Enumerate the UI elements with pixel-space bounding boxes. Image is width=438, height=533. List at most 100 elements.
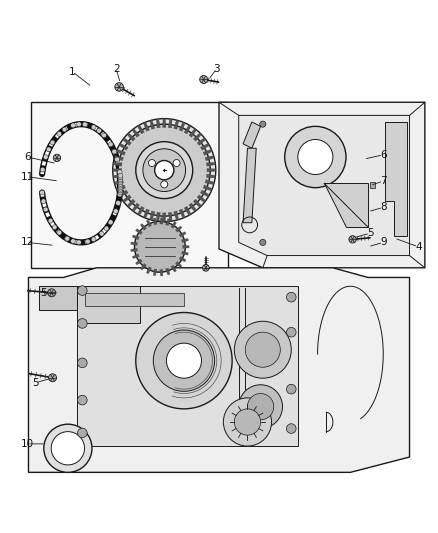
Circle shape xyxy=(285,126,346,188)
Circle shape xyxy=(247,393,274,420)
Circle shape xyxy=(118,178,123,183)
Text: 6: 6 xyxy=(380,150,387,160)
Polygon shape xyxy=(127,133,135,141)
Polygon shape xyxy=(141,263,146,270)
Circle shape xyxy=(57,230,62,235)
Polygon shape xyxy=(179,122,185,131)
Polygon shape xyxy=(189,128,197,138)
Circle shape xyxy=(78,395,87,405)
Polygon shape xyxy=(206,162,215,166)
Circle shape xyxy=(155,160,174,180)
Circle shape xyxy=(117,192,122,197)
Circle shape xyxy=(102,133,106,138)
Circle shape xyxy=(260,121,266,127)
Circle shape xyxy=(298,140,333,174)
Circle shape xyxy=(99,231,104,236)
Polygon shape xyxy=(146,220,152,227)
Polygon shape xyxy=(113,162,122,166)
Circle shape xyxy=(115,157,120,162)
Polygon shape xyxy=(150,120,155,130)
Polygon shape xyxy=(150,211,155,220)
Polygon shape xyxy=(171,222,177,228)
Circle shape xyxy=(136,142,193,199)
Polygon shape xyxy=(144,209,149,218)
Text: 11: 11 xyxy=(21,172,34,182)
Circle shape xyxy=(104,226,109,231)
Circle shape xyxy=(108,142,113,147)
Polygon shape xyxy=(160,217,163,224)
Circle shape xyxy=(77,122,81,127)
Polygon shape xyxy=(197,195,206,203)
Circle shape xyxy=(153,330,215,391)
Polygon shape xyxy=(166,219,170,225)
Polygon shape xyxy=(132,128,140,138)
Polygon shape xyxy=(123,195,131,203)
Text: 5: 5 xyxy=(32,377,39,387)
Circle shape xyxy=(78,358,87,368)
Circle shape xyxy=(118,124,210,216)
Circle shape xyxy=(78,286,87,295)
Polygon shape xyxy=(132,235,139,240)
Text: 3: 3 xyxy=(213,63,220,74)
Circle shape xyxy=(108,220,113,224)
Circle shape xyxy=(202,264,209,271)
Circle shape xyxy=(118,187,123,191)
Polygon shape xyxy=(184,125,191,134)
Polygon shape xyxy=(119,143,128,150)
Circle shape xyxy=(51,432,85,465)
Polygon shape xyxy=(179,256,186,262)
Circle shape xyxy=(260,239,266,246)
Polygon shape xyxy=(136,229,142,235)
Circle shape xyxy=(44,424,92,472)
Polygon shape xyxy=(116,185,125,191)
Polygon shape xyxy=(144,122,149,131)
Circle shape xyxy=(118,175,123,180)
Polygon shape xyxy=(193,199,201,207)
Circle shape xyxy=(41,199,46,204)
Polygon shape xyxy=(131,248,138,252)
Circle shape xyxy=(143,149,186,191)
Circle shape xyxy=(286,327,296,337)
Circle shape xyxy=(62,127,67,132)
Polygon shape xyxy=(162,119,166,127)
Circle shape xyxy=(117,170,122,175)
Polygon shape xyxy=(176,226,182,232)
Circle shape xyxy=(40,167,45,172)
Polygon shape xyxy=(141,224,146,230)
Circle shape xyxy=(136,312,232,409)
Circle shape xyxy=(200,76,208,84)
Polygon shape xyxy=(123,138,131,146)
Polygon shape xyxy=(85,293,184,306)
Circle shape xyxy=(53,154,60,161)
Circle shape xyxy=(286,292,296,302)
Circle shape xyxy=(118,179,123,183)
Circle shape xyxy=(78,428,87,438)
Text: 4: 4 xyxy=(415,242,422,252)
Circle shape xyxy=(234,409,261,435)
Polygon shape xyxy=(116,149,125,155)
Text: 5: 5 xyxy=(40,288,47,298)
Circle shape xyxy=(286,424,296,433)
Polygon shape xyxy=(146,267,152,273)
Circle shape xyxy=(82,122,87,127)
Text: 12: 12 xyxy=(21,237,34,247)
Polygon shape xyxy=(132,203,140,212)
Polygon shape xyxy=(206,174,215,178)
Polygon shape xyxy=(114,180,124,184)
Polygon shape xyxy=(184,206,191,215)
Polygon shape xyxy=(193,133,201,141)
Polygon shape xyxy=(324,183,368,227)
Circle shape xyxy=(112,149,117,154)
Text: 2: 2 xyxy=(113,63,120,74)
Circle shape xyxy=(118,188,123,193)
Polygon shape xyxy=(243,122,261,148)
Circle shape xyxy=(118,190,123,195)
Circle shape xyxy=(97,128,102,133)
Circle shape xyxy=(239,385,283,429)
Polygon shape xyxy=(138,206,145,215)
Circle shape xyxy=(118,176,123,181)
Circle shape xyxy=(78,319,87,328)
Polygon shape xyxy=(243,148,256,223)
Circle shape xyxy=(134,221,185,272)
Polygon shape xyxy=(168,212,172,221)
